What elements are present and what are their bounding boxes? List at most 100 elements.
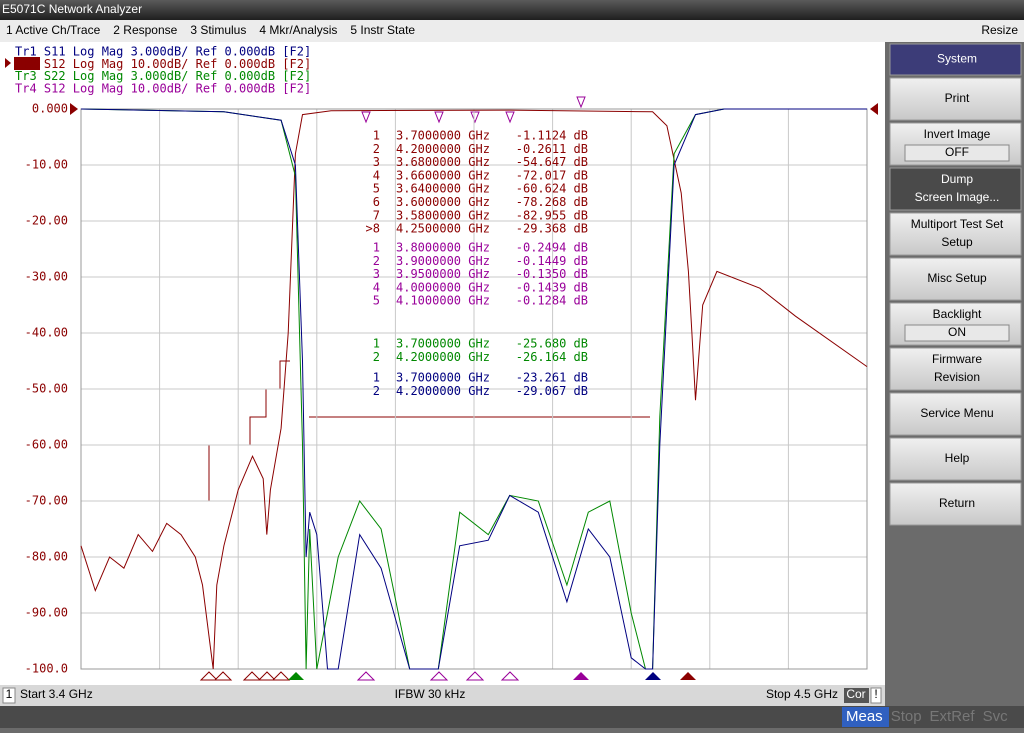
softkey-label: System <box>937 52 977 66</box>
softkey-value-box <box>904 324 1010 342</box>
marker-triangles <box>356 671 520 681</box>
marker-number: 6 <box>373 195 380 209</box>
marker-triangle <box>288 672 304 680</box>
active-trace-highlight <box>14 57 40 70</box>
ref-marker <box>870 103 878 115</box>
marker-value: -23.261 dB <box>516 371 588 385</box>
status-start: Start 3.4 GHz <box>20 687 93 701</box>
softkey-label: Multiport Test Set <box>911 217 1004 231</box>
softkey[interactable] <box>889 482 1022 526</box>
softkey[interactable] <box>889 257 1022 301</box>
marker-triangle <box>680 672 696 680</box>
cor-box <box>844 688 869 703</box>
taskbar-active <box>842 707 889 727</box>
taskbar-item[interactable]: Stop <box>891 708 922 725</box>
marker-number: 7 <box>373 208 380 222</box>
softkey-label: Print <box>945 91 970 105</box>
marker-number: 4 <box>373 280 380 294</box>
marker-triangle <box>645 672 661 680</box>
marker-frequency: 4.2500000 GHz <box>396 222 490 236</box>
y-tick-label: -20.00 <box>25 214 68 228</box>
trace <box>80 108 867 670</box>
softkey-label: Screen Image... <box>915 190 1000 204</box>
channel-box <box>2 687 16 704</box>
status-channel: 1 <box>6 687 13 701</box>
marker-triangle <box>573 672 589 680</box>
marker-number: 1 <box>373 371 380 385</box>
softkey[interactable] <box>889 212 1022 256</box>
softkey[interactable] <box>889 437 1022 481</box>
softkey[interactable] <box>889 43 1022 76</box>
legend-entry: Tr4 S12 Log Mag 10.00dB/ Ref 0.000dB [F2… <box>15 81 311 95</box>
active-trace-arrow <box>5 58 11 68</box>
marker-number: 2 <box>373 350 380 364</box>
softkey-value: ON <box>948 325 966 339</box>
marker-value: -54.647 dB <box>516 155 588 169</box>
softkey[interactable] <box>889 347 1022 391</box>
marker-number: 1 <box>373 337 380 351</box>
marker-frequency: 4.0000000 GHz <box>396 280 490 294</box>
marker-number: 5 <box>373 182 380 196</box>
softkey-label: Service Menu <box>920 406 993 420</box>
marker-triangles <box>199 671 291 681</box>
softkey-label: Setup <box>941 235 973 249</box>
softkey[interactable] <box>889 167 1022 211</box>
marker-frequency: 3.8000000 GHz <box>396 241 490 255</box>
softkey-label: Firmware <box>932 352 982 366</box>
softkey-label: Help <box>945 451 970 465</box>
menu-item[interactable]: 4 Mkr/Analysis <box>259 23 337 37</box>
resize[interactable]: Resize <box>981 23 1018 37</box>
softkey-label: Backlight <box>933 307 982 321</box>
y-tick-label: -30.00 <box>25 270 68 284</box>
limit-line <box>81 360 290 502</box>
marker-frequency: 4.1000000 GHz <box>396 294 490 308</box>
y-tick-label: -10.00 <box>25 158 68 172</box>
marker-frequency: 3.7000000 GHz <box>396 337 490 351</box>
marker-frequency: 3.9000000 GHz <box>396 254 490 268</box>
y-tick-label: -80.00 <box>25 550 68 564</box>
y-tick-label: -40.00 <box>25 326 68 340</box>
marker-value: -0.1284 dB <box>516 294 588 308</box>
ref-marker <box>70 103 78 115</box>
marker-number: 4 <box>373 168 380 182</box>
softkey-label: Invert Image <box>924 127 991 141</box>
menu-bar <box>0 20 1024 42</box>
softkey-label: Revision <box>934 370 980 384</box>
menu-item[interactable]: 3 Stimulus <box>190 23 246 37</box>
status-ifbw: IFBW 30 kHz <box>395 687 466 701</box>
marker-number: 3 <box>373 267 380 281</box>
trace <box>80 109 868 670</box>
y-tick-label: -50.00 <box>25 382 68 396</box>
marker-frequency: 3.7000000 GHz <box>396 371 490 385</box>
marker-value: -78.268 dB <box>516 195 588 209</box>
marker-value: -0.1449 dB <box>516 254 588 268</box>
softkey[interactable] <box>889 392 1022 436</box>
marker-frequency: 4.2000000 GHz <box>396 142 490 156</box>
marker-frequency: 3.9500000 GHz <box>396 267 490 281</box>
marker-frequency: 3.6000000 GHz <box>396 195 490 209</box>
marker-frequency: 3.6800000 GHz <box>396 155 490 169</box>
title-bar <box>0 0 1024 20</box>
marker-value: -1.1124 dB <box>516 129 588 143</box>
menu-item[interactable]: 5 Instr State <box>350 23 415 37</box>
marker-number: 3 <box>373 155 380 169</box>
taskbar <box>0 706 1024 728</box>
marker-value: -25.680 dB <box>516 337 588 351</box>
marker-number: 2 <box>373 254 380 268</box>
softkey[interactable] <box>889 77 1022 121</box>
menu-item[interactable]: 1 Active Ch/Trace <box>6 23 101 37</box>
taskbar-item[interactable]: Meas <box>846 708 883 725</box>
menu-item[interactable]: 2 Response <box>113 23 177 37</box>
marker-value: -82.955 dB <box>516 208 588 222</box>
marker-number: 1 <box>373 241 380 255</box>
legend-entry: Tr2 S12 Log Mag 10.00dB/ Ref 0.000dB [F2… <box>15 57 311 71</box>
marker-frequency: 3.7000000 GHz <box>396 129 490 143</box>
marker-value: -0.1350 dB <box>516 267 588 281</box>
softkey-value-box <box>904 144 1010 162</box>
y-tick-label: -100.0 <box>25 662 68 676</box>
taskbar-item[interactable]: ExtRef <box>930 708 976 725</box>
marker-value: -26.164 dB <box>516 350 588 364</box>
legend-entry: Tr1 S11 Log Mag 3.000dB/ Ref 0.000dB [F2… <box>15 45 311 59</box>
taskbar-item[interactable]: Svc <box>983 708 1009 725</box>
